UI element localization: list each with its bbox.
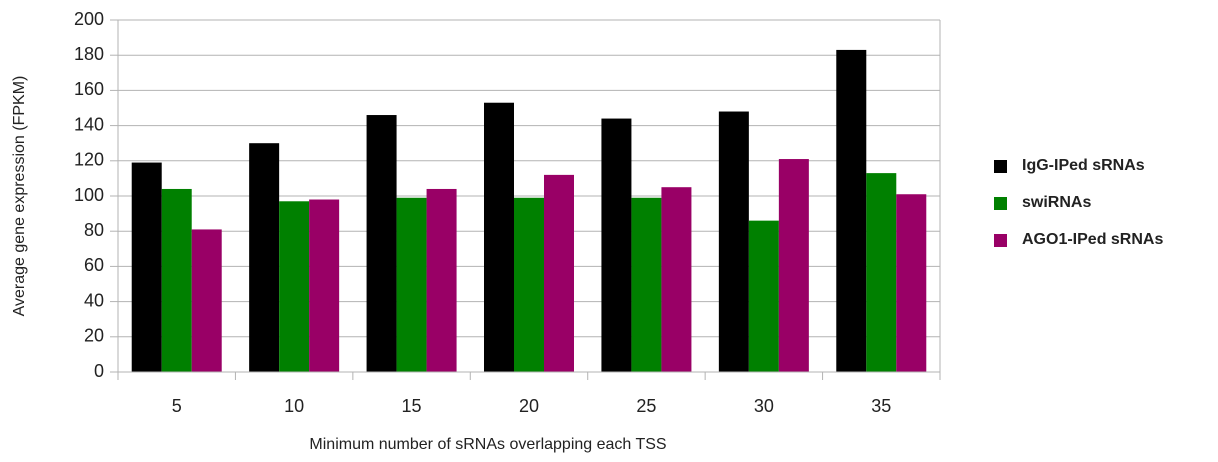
- bar: [896, 194, 927, 372]
- bar: [396, 197, 427, 372]
- bar: [249, 143, 280, 372]
- bar: [426, 188, 457, 372]
- legend-swatch: [994, 160, 1007, 173]
- x-tick-label: 25: [636, 396, 656, 416]
- y-tick-label: 200: [74, 9, 104, 29]
- legend-swatch: [994, 197, 1007, 210]
- legend-swatch: [994, 234, 1007, 247]
- y-tick-label: 140: [74, 114, 104, 134]
- y-tick-label: 100: [74, 185, 104, 205]
- bar: [631, 197, 662, 372]
- bar: [309, 199, 340, 372]
- bar: [661, 187, 692, 372]
- y-tick-label: 160: [74, 79, 104, 99]
- bar: [544, 174, 574, 372]
- y-tick-label: 80: [84, 220, 104, 240]
- bar: [161, 188, 192, 372]
- x-tick-label: 30: [754, 396, 774, 416]
- bar: [866, 173, 897, 372]
- bar: [718, 111, 749, 373]
- bar: [778, 159, 809, 372]
- bar: [131, 162, 162, 372]
- x-tick-label: 35: [871, 396, 891, 416]
- y-tick-label: 180: [74, 44, 104, 64]
- x-tick-label: 20: [519, 396, 539, 416]
- bar: [836, 49, 867, 373]
- bar: [484, 102, 514, 372]
- y-tick-label: 40: [84, 290, 104, 310]
- y-axis-title: Average gene expression (FPKM): [11, 76, 28, 317]
- bar: [748, 220, 779, 372]
- legend-label: IgG-IPed sRNAs: [1022, 157, 1145, 174]
- bar: [191, 229, 222, 372]
- y-tick-label: 20: [84, 326, 104, 346]
- bar: [601, 118, 632, 372]
- bar: [514, 197, 544, 372]
- bar: [279, 201, 310, 372]
- bar: [366, 115, 397, 372]
- y-tick-label: 60: [84, 255, 104, 275]
- y-tick-label: 120: [74, 150, 104, 170]
- x-tick-label: 10: [284, 396, 304, 416]
- x-tick-label: 15: [402, 396, 422, 416]
- x-tick-label: 5: [172, 396, 182, 416]
- y-tick-label: 0: [94, 361, 104, 381]
- legend-label: AGO1-IPed sRNAs: [1022, 231, 1163, 248]
- x-axis-title: Minimum number of sRNAs overlapping each…: [309, 436, 666, 453]
- legend-label: swiRNAs: [1022, 194, 1091, 211]
